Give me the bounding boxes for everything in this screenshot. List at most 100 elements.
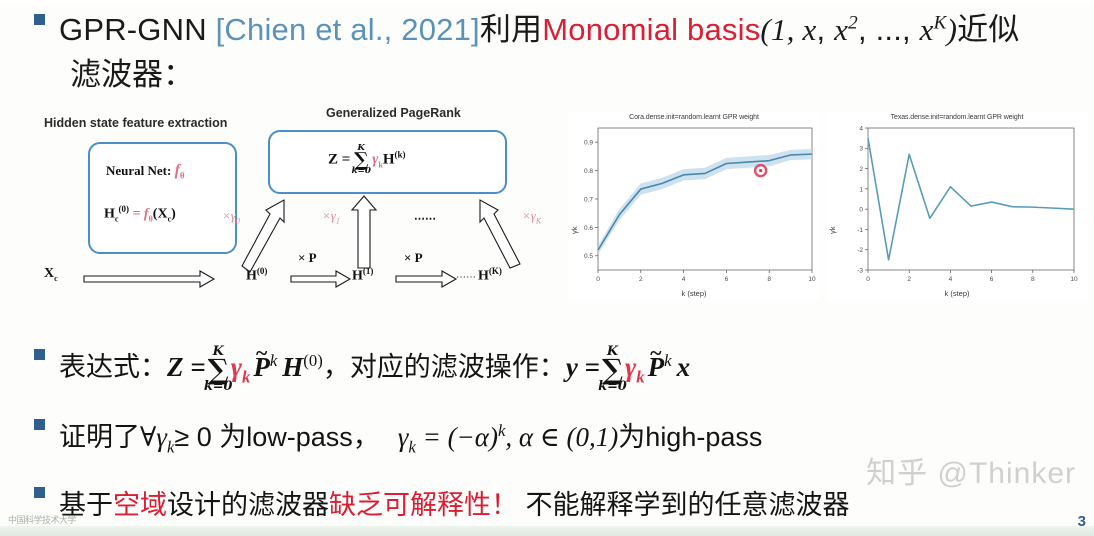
neural-net-box: Neural Net: fθ Hc(0) = fθ(Xc): [88, 142, 237, 254]
node-H1: H(1): [352, 266, 373, 285]
title-block: GPR-GNN [Chien et al., 2021]利用Monomial b…: [34, 10, 1074, 94]
expression-label: 表达式：: [59, 352, 167, 382]
chart-texas-title: Texas.dense.init=random.learnt GPR weigh…: [890, 114, 1024, 121]
gpr-H: H: [382, 151, 395, 168]
proof-eq-sup: k: [497, 421, 506, 440]
conclusion-p2: 设计的滤波器: [167, 490, 329, 520]
neural-net-fn-sub: θ: [179, 170, 185, 181]
eq2-x: x: [676, 352, 691, 382]
gammaK-label: ×γK: [522, 208, 541, 226]
basis-close: ): [946, 12, 958, 47]
gpr-eq-z: Z =: [328, 151, 351, 168]
gpr-H-sup: (k): [394, 149, 406, 160]
hidden-eq-rhs: = f: [132, 206, 149, 222]
figure-caption-left: Hidden state feature extraction: [44, 116, 228, 130]
node-H0-H: H: [246, 268, 257, 284]
svg-text:2: 2: [907, 276, 911, 283]
proof-alpha-range: , α ∈ (0,1): [505, 422, 619, 452]
bullet-square-icon-2: [34, 349, 45, 360]
architecture-figure: Hidden state feature extraction Generali…: [36, 100, 566, 300]
svg-text:2: 2: [639, 276, 643, 283]
hidden-eq-H-sup: (0): [118, 204, 129, 214]
gamma1-label: ×γ1: [322, 208, 340, 226]
gamma0-text: ×γ: [222, 208, 236, 223]
basis-x2: x: [834, 12, 849, 47]
node-HK-sup: (K): [488, 266, 502, 276]
proof-content: 证明了∀γk≥ 0 为low-pass， γk = (−α)k, α ∈ (0,1…: [59, 415, 762, 457]
bullet-square-icon-3: [34, 419, 45, 430]
gamma1-sub: 1: [335, 216, 340, 226]
gpr-sum-glyph: ∑: [354, 149, 369, 171]
svg-text:0.7: 0.7: [584, 196, 593, 203]
eq1-P-tilde: ~: [255, 340, 268, 365]
page-number: 3: [1077, 513, 1086, 530]
node-HK: H(K): [478, 266, 502, 285]
expression-comma: ，: [322, 352, 350, 382]
eq2-P-letter: P: [647, 352, 665, 382]
svg-text:0.6: 0.6: [584, 225, 593, 232]
node-H0-sup: (0): [256, 266, 268, 276]
proof-lowpass: 为low-pass，: [219, 422, 380, 452]
edge-label-P-1: × P: [298, 250, 317, 266]
proof-gamma-sub: k: [408, 437, 416, 457]
svg-text:8: 8: [1031, 276, 1035, 283]
eq2-P-tilde: ~: [650, 340, 662, 365]
svg-text:0.8: 0.8: [584, 168, 593, 175]
eq1-sigma: K ∑ k=0: [204, 344, 233, 394]
svg-text:2: 2: [859, 166, 863, 173]
watermark: 知乎 @Thinker: [866, 457, 1076, 490]
eq1-sum-top: K: [212, 344, 224, 360]
node-H1-H: H: [352, 268, 363, 284]
svg-text:10: 10: [1070, 276, 1078, 283]
bullet-conclusion: 基于空域设计的滤波器缺乏可解释性！ 不能解释学到的任意滤波器: [34, 483, 850, 522]
corner-logo: 中国科学技术大学: [8, 515, 77, 525]
title-line: GPR-GNN [Chien et al., 2021]利用Monomial b…: [59, 10, 1020, 51]
proof-eq: = (−α): [415, 422, 498, 452]
svg-text:0: 0: [866, 276, 870, 283]
svg-text:3: 3: [859, 146, 863, 153]
hidden-eq-rhs-sub: θ: [148, 214, 153, 224]
edge-P2-text: × P: [404, 250, 423, 265]
svg-text:0.5: 0.5: [584, 253, 593, 260]
title-highlight: Monomial basis: [542, 12, 761, 47]
gamma1-text: ×γ: [322, 208, 336, 223]
title-part2: 利用: [479, 12, 543, 47]
svg-text:6: 6: [990, 276, 994, 283]
svg-text:-2: -2: [857, 247, 863, 254]
bullet-square-icon-4: [34, 487, 45, 498]
eq2-sigma: K ∑ k=0: [598, 344, 627, 394]
node-H0: H(0): [246, 266, 267, 285]
eq1-sum-glyph: ∑: [207, 353, 229, 387]
chart-cora-title: Cora.dense.init=random.learnt GPR weight: [629, 114, 759, 121]
svg-text:0: 0: [596, 276, 600, 283]
node-X-sub: c: [54, 273, 58, 283]
bullet-expression: 表达式：Z = K ∑ k=0 γk ~ Pk H(0)，对应的滤波操作：y = K ∑ k=0 γk…: [34, 341, 691, 394]
gammaK-sub: K: [535, 216, 542, 226]
basis-comma: ,: [816, 12, 835, 47]
eq2-lhs: y =: [565, 352, 600, 382]
node-X: X: [44, 266, 55, 281]
eq1-lhs: Z =: [167, 352, 206, 382]
proof-highpass: 为high-pass: [618, 422, 763, 452]
proof-forall: ∀γ: [140, 422, 167, 452]
eq2-gamma-sub: k: [636, 367, 645, 387]
eq1-gamma-sub: k: [241, 367, 251, 387]
proof-cond: ≥ 0: [174, 422, 220, 452]
basis-dots: , ...,: [857, 12, 920, 47]
chart-texas-xlabel: k (step): [944, 289, 970, 298]
gamma0-label: ×γ0: [222, 208, 240, 226]
svg-text:0.9: 0.9: [584, 140, 593, 147]
eq2-P: ~ P: [647, 341, 665, 383]
eq1-P-sup: k: [269, 351, 278, 370]
conclusion-r2: 缺乏可解释性！: [329, 490, 518, 520]
svg-text:4: 4: [859, 125, 863, 132]
gpr-equation: Z = K ∑ k=0 γkH(k): [328, 143, 406, 177]
gpr-sum-top: K: [357, 142, 366, 153]
bullet-square-icon: [34, 14, 45, 25]
svg-text:-3: -3: [857, 267, 863, 274]
eq2-sum-top: K: [606, 344, 619, 360]
chart-texas: Texas.dense.init=random.learnt GPR weigh…: [826, 112, 1088, 300]
chart-cora-plot: 0 2 4 6 8 10 0.5 0.6 0.7 0.8 0.9: [584, 127, 816, 283]
proof-gamma: γ: [397, 422, 409, 452]
gamma-ellipsis: ⋯⋯: [414, 213, 436, 225]
